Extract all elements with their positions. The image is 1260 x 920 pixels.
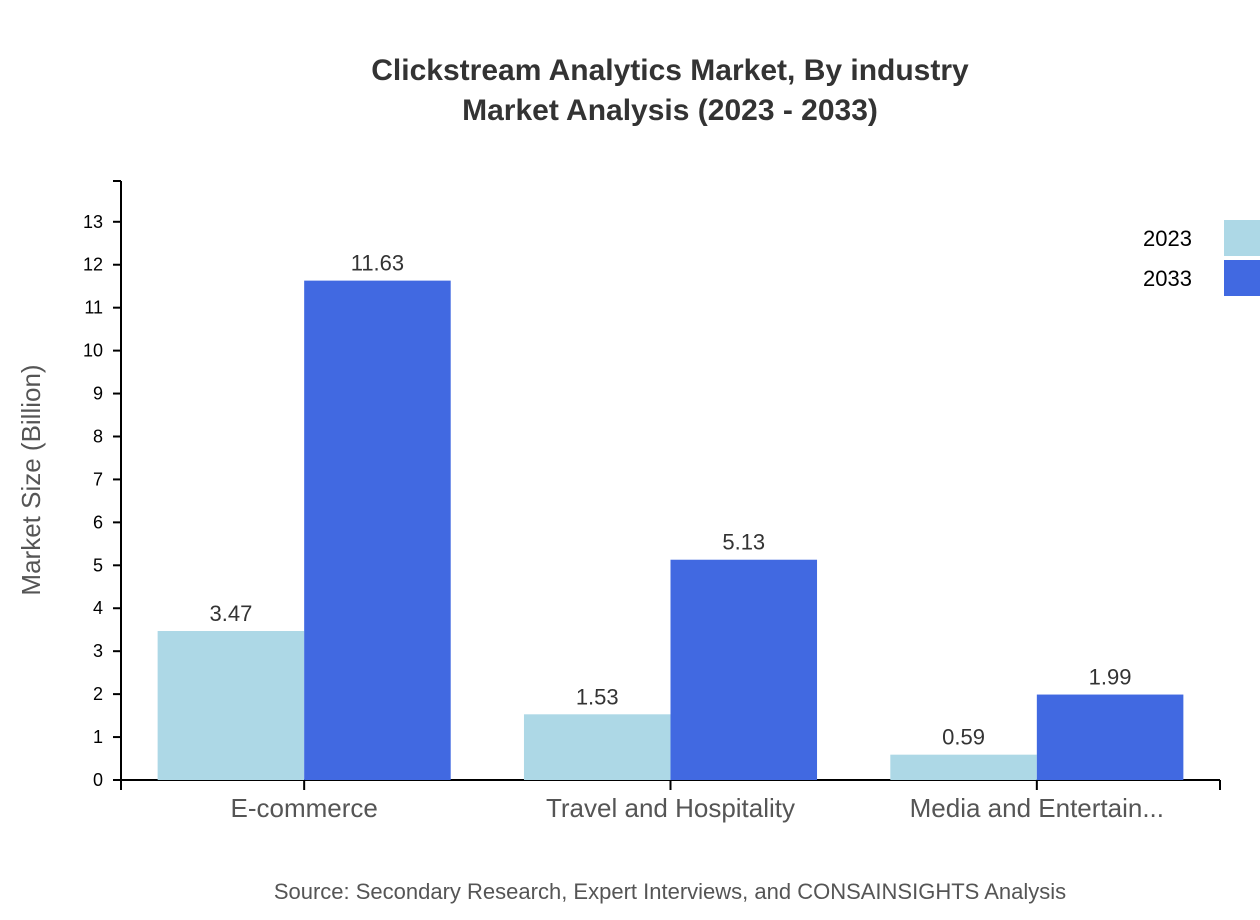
legend-swatch-2033 <box>1224 260 1260 296</box>
y-tick-label: 11 <box>84 298 103 318</box>
legend: 2023 2033 <box>1143 220 1260 296</box>
bar-2033-0 <box>304 280 451 780</box>
data-label: 0.59 <box>942 725 985 750</box>
y-tick-label: 12 <box>83 255 103 275</box>
bar-2023-1 <box>523 714 671 780</box>
x-axis: E-commerce Travel and Hospitality Media an… <box>120 779 1221 823</box>
chart-title: Clickstream Analytics Market, By industr… <box>371 54 969 87</box>
y-tick-label: 4 <box>93 598 103 618</box>
bars: 3.47 11.63 1.53 5.13 0.59 1.99 <box>157 251 1184 780</box>
legend-label: 2023 <box>1143 226 1192 251</box>
y-tick-label: 9 <box>93 384 103 404</box>
legend-label: 2033 <box>1143 266 1192 291</box>
y-tick-label: 2 <box>93 684 103 704</box>
data-label: 1.53 <box>576 684 619 709</box>
data-label: 11.63 <box>351 251 404 276</box>
y-tick-label: 0 <box>93 770 103 790</box>
y-tick-label: 1 <box>93 727 103 747</box>
x-tick-label: E-commerce <box>230 793 377 823</box>
bar-2023-2 <box>890 754 1037 780</box>
x-tick-label: Media and Entertain... <box>910 793 1164 823</box>
legend-swatch-2023 <box>1224 220 1260 256</box>
source-note: Source: Secondary Research, Expert Inter… <box>274 879 1066 904</box>
x-tick-label: Travel and Hospitality <box>546 793 795 823</box>
y-tick-label: 13 <box>83 212 103 232</box>
bar-2023-0 <box>157 631 305 780</box>
y-tick-label: 8 <box>93 426 103 446</box>
bar-2033-1 <box>670 559 818 780</box>
data-label: 1.99 <box>1089 665 1132 690</box>
chart-subtitle: Market Analysis (2023 - 2033) <box>462 94 878 127</box>
y-tick-label: 6 <box>93 512 103 532</box>
data-label: 5.13 <box>722 530 765 555</box>
y-tick-label: 5 <box>93 555 103 575</box>
y-tick-label: 7 <box>93 469 103 489</box>
y-axis-label: Market Size (Billion) <box>16 364 46 595</box>
data-label: 3.47 <box>209 601 252 626</box>
y-tick-label: 10 <box>83 341 103 361</box>
bar-2033-2 <box>1036 694 1184 780</box>
y-tick-label: 3 <box>93 641 103 661</box>
